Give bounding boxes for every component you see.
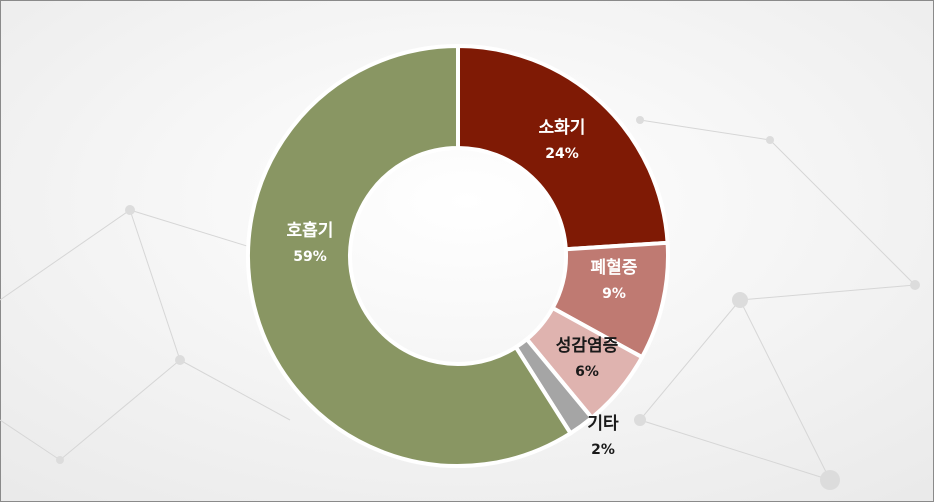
slice-value-label: 6% [575,364,599,380]
donut-slice [246,43,574,468]
network-decoration [0,116,920,490]
slice-label: 기타 [587,414,619,434]
slice-label: 소화기 [539,118,586,138]
slice-value-label: 2% [591,442,615,458]
slice-value-label: 9% [602,286,626,302]
slice-label: 성감염증 [556,336,619,356]
donut-slice [456,43,670,252]
slice-value-label: 59% [293,249,327,265]
slice-value-label: 24% [545,146,579,162]
slice-label: 호흡기 [287,220,334,241]
slice-label: 폐혈증 [591,257,638,278]
